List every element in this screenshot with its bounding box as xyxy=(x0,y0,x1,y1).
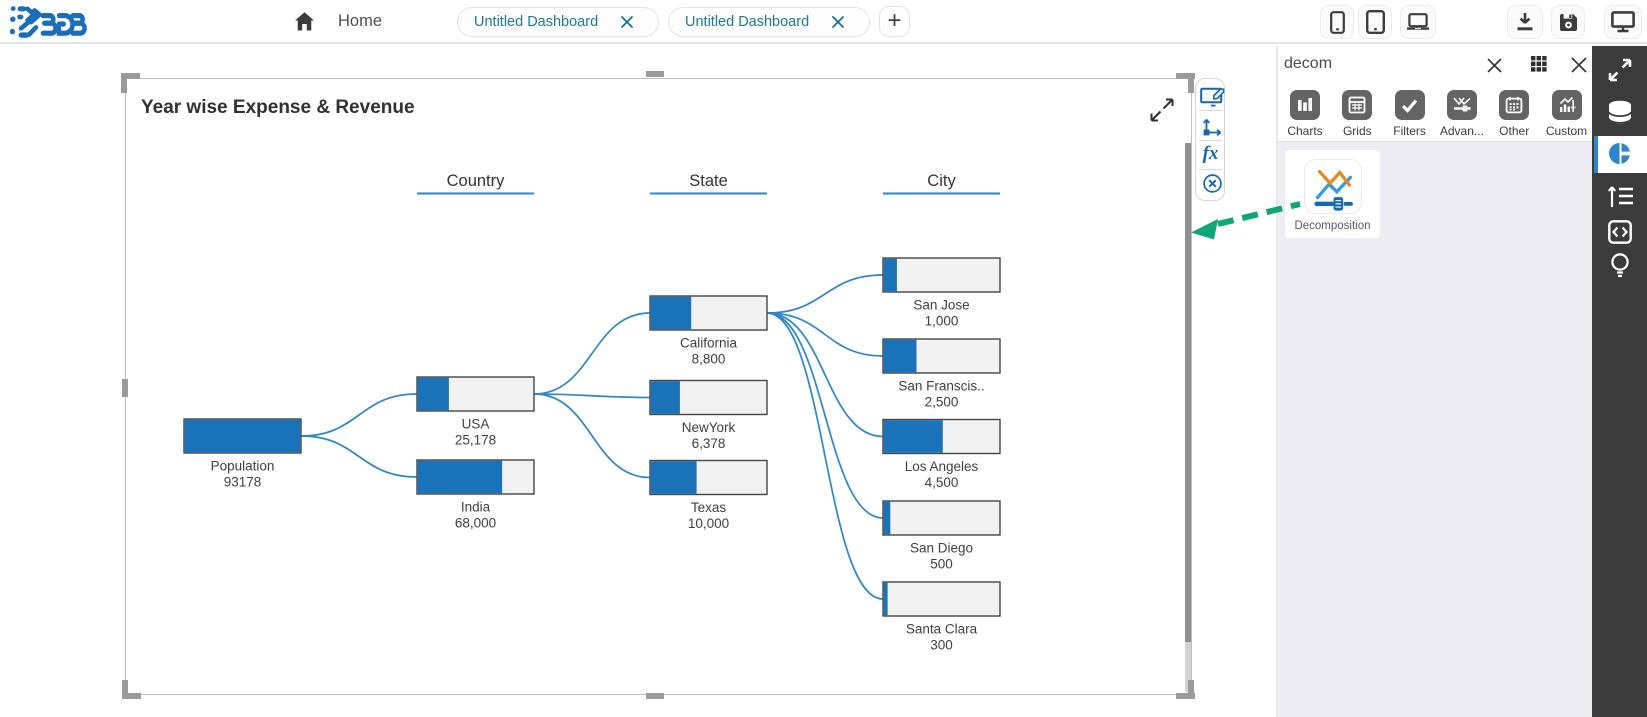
svg-text:2,500: 2,500 xyxy=(925,395,959,410)
svg-text:Los Angeles: Los Angeles xyxy=(905,459,979,474)
svg-text:500: 500 xyxy=(930,557,953,572)
svg-text:NewYork: NewYork xyxy=(682,420,736,435)
svg-text:300: 300 xyxy=(930,638,953,653)
svg-text:Santa Clara: Santa Clara xyxy=(906,622,978,637)
svg-text:Year wise Expense & Revenue: Year wise Expense & Revenue xyxy=(141,97,415,118)
svg-text:1,000: 1,000 xyxy=(925,314,959,329)
svg-text:4,500: 4,500 xyxy=(925,475,959,490)
svg-text:25,178: 25,178 xyxy=(455,433,496,448)
svg-text:Population: Population xyxy=(211,459,275,474)
svg-text:City: City xyxy=(927,172,956,190)
svg-text:California: California xyxy=(680,336,738,351)
svg-text:San Jose: San Jose xyxy=(913,298,969,313)
svg-text:68,000: 68,000 xyxy=(455,516,496,531)
svg-text:10,000: 10,000 xyxy=(688,516,729,531)
svg-text:State: State xyxy=(689,172,728,190)
svg-text:San Franscis..: San Franscis.. xyxy=(898,379,984,394)
svg-text:Country: Country xyxy=(447,172,506,190)
svg-text:93178: 93178 xyxy=(224,475,262,490)
svg-text:San Diego: San Diego xyxy=(910,541,973,556)
svg-text:8,800: 8,800 xyxy=(692,352,726,367)
svg-text:Texas: Texas xyxy=(691,500,727,515)
svg-text:6,378: 6,378 xyxy=(692,436,726,451)
svg-text:India: India xyxy=(461,500,491,515)
svg-text:USA: USA xyxy=(462,417,490,432)
